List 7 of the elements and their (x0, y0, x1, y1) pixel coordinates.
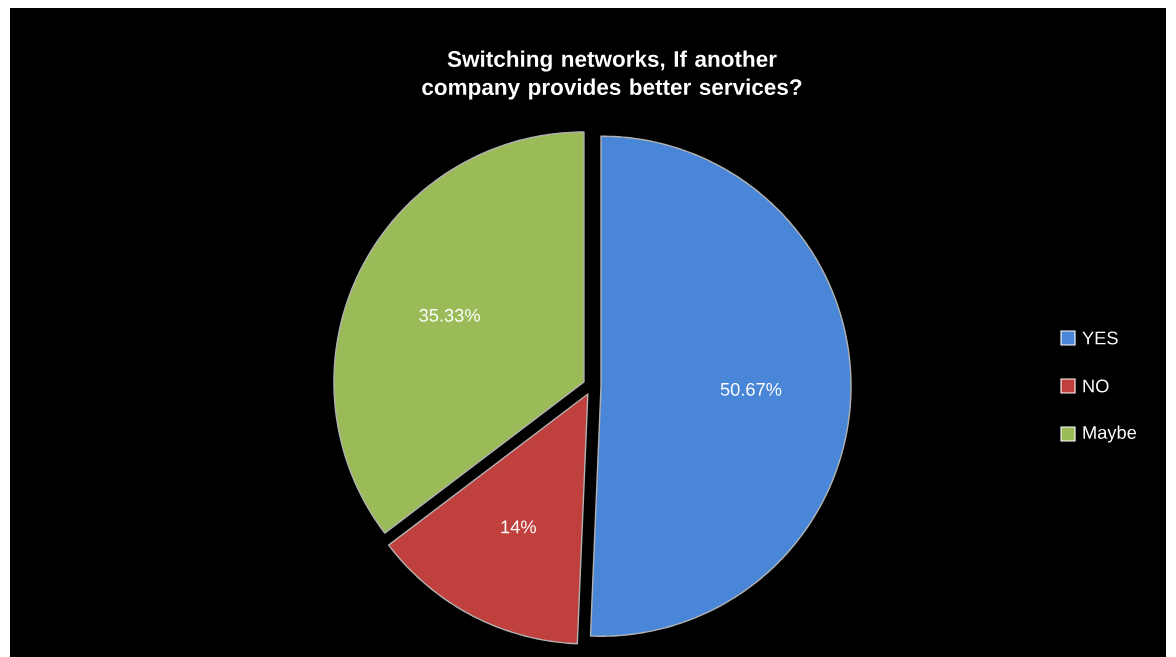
legend-label: Maybe (1083, 425, 1137, 443)
data-label: 35.33% (419, 308, 480, 322)
legend-label: NO (1083, 379, 1109, 393)
chart-title: Switching networks, If another company provides better services? (422, 50, 802, 100)
data-label: 14% (501, 520, 536, 534)
data-label: 50.67% (720, 382, 782, 396)
legend-label: YES (1082, 331, 1118, 345)
